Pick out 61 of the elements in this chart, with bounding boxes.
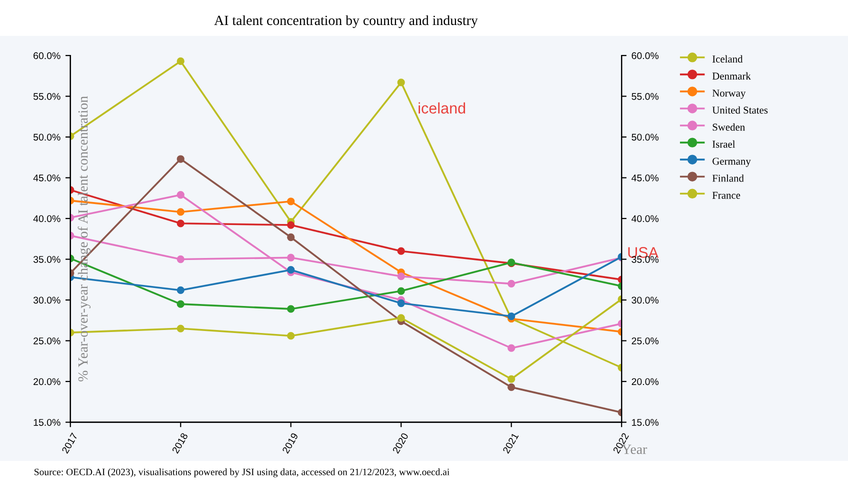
y2-tick-label: 60.0% <box>632 52 659 60</box>
y2-tick-label: 40.0% <box>632 215 659 222</box>
y2-tick-label: 35.0% <box>632 256 659 263</box>
point <box>397 287 405 295</box>
y2-tick-label: 20.0% <box>632 378 659 386</box>
legend-label: Denmark <box>712 72 751 80</box>
legend-label: Finland <box>712 174 744 182</box>
y2-tick-label: 45.0% <box>632 174 659 182</box>
point <box>176 155 184 163</box>
y-tick-label: 35.0% <box>33 256 60 263</box>
point <box>176 324 184 332</box>
legend-label: France <box>712 192 740 199</box>
point <box>287 332 295 340</box>
y2-tick-label: 50.0% <box>632 134 659 141</box>
y2-tick-label: 55.0% <box>632 93 659 100</box>
legend-label: Sweden <box>712 123 745 131</box>
point <box>397 247 405 255</box>
point <box>176 208 184 216</box>
point <box>397 272 405 280</box>
point <box>508 375 516 383</box>
point <box>287 233 295 242</box>
legend-label: United States <box>712 106 768 114</box>
y2-tick-label: 30.0% <box>632 296 659 304</box>
point <box>176 286 184 294</box>
legend-label: Iceland <box>712 55 743 63</box>
annotation: iceland <box>418 102 466 114</box>
legend-label: Israel <box>712 140 736 148</box>
y-tick-label: 25.0% <box>34 337 60 344</box>
legend-label: Germany <box>712 158 751 167</box>
y-tick-label: 30.0% <box>33 296 60 304</box>
point <box>287 266 295 274</box>
point <box>176 191 184 199</box>
chart-title: AI talent concentration by country and industry <box>214 15 478 28</box>
point <box>508 344 516 352</box>
point <box>176 220 184 228</box>
point <box>176 255 184 264</box>
y-tick-label: 50.0% <box>33 134 60 141</box>
point <box>508 280 516 288</box>
point <box>508 383 516 392</box>
y-tick-label: 55.0% <box>33 93 60 100</box>
point <box>397 78 405 86</box>
y-axis-title: % Year-over-year change of AI talent concentration <box>78 96 91 382</box>
point <box>287 254 295 262</box>
y-tick-label: 60.0% <box>34 52 60 60</box>
point <box>287 221 295 229</box>
source-note: Source: OECD.AI (2023), visualisations powered by JSI using data, accessed on 21/12/2023, www.oecd.ai <box>34 468 450 478</box>
legend-label: Norway <box>712 90 746 99</box>
y-tick-label: 20.0% <box>34 378 60 386</box>
point <box>287 305 295 313</box>
point <box>397 314 405 322</box>
y2-tick-label: 15.0% <box>632 418 659 426</box>
y2-tick-label: 25.0% <box>632 337 659 344</box>
point <box>508 312 516 320</box>
text: USA <box>628 247 658 258</box>
y-tick-label: 15.0% <box>34 418 60 426</box>
y-tick-label: 40.0% <box>33 215 60 222</box>
point <box>397 299 405 308</box>
point <box>176 300 184 308</box>
point <box>287 198 295 206</box>
y-tick-label: 45.0% <box>33 174 60 182</box>
point <box>176 57 184 66</box>
